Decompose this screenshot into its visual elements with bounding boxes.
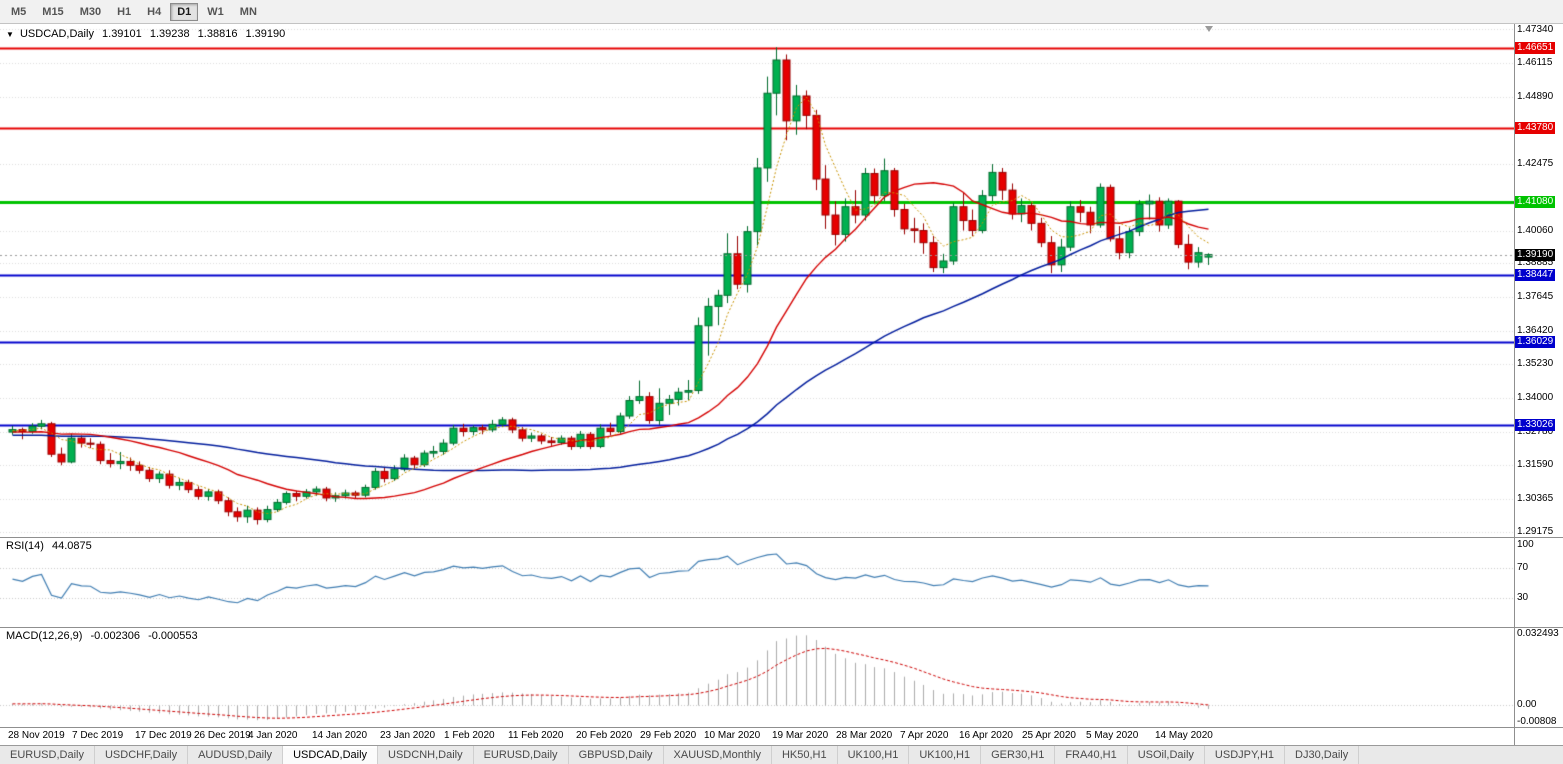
date-tick-label: 1 Feb 2020 [444,730,495,741]
chart-shift-marker [1204,26,1213,32]
rsi-value: 44.0875 [51,540,92,552]
chart-tab-ger30-h1[interactable]: GER30,H1 [981,746,1056,764]
timeframe-button-h1[interactable]: H1 [117,5,132,18]
chart-tab-dj30-daily[interactable]: DJ30,Daily [1285,746,1360,764]
rsi-label: RSI(14) [6,540,44,552]
rsi-tick-label: 30 [1517,592,1529,603]
ohlc-low: 1.38816 [197,28,238,40]
timeframe-toolbar: M5 M15 M30 H1 H4 D1 W1 MN [0,0,1563,24]
hline-price-label: 1.33026 [1515,419,1556,431]
date-tick-label: 29 Feb 2020 [640,730,697,741]
chart-tab-gbpusd-daily[interactable]: GBPUSD,Daily [568,746,664,764]
price-tick-label: 1.46115 [1517,57,1553,68]
date-tick-label: 25 Apr 2020 [1022,730,1076,741]
macd-tick-label: -0.00808 [1517,716,1557,727]
price-tick-label: 1.34000 [1517,392,1554,403]
panel-splitter-macd[interactable] [0,627,1563,628]
macd-header: MACD(12,26,9) -0.002306 -0.000553 [6,630,203,643]
price-tick-label: 1.37645 [1517,291,1554,302]
chart-tab-eurusd-daily[interactable]: EURUSD,Daily [473,746,569,764]
date-tick-label: 23 Jan 2020 [380,730,436,741]
hline-price-label: 1.46651 [1515,42,1556,54]
chart-symbol-period: USDCAD,Daily [19,28,94,40]
date-tick-label: 26 Dec 2019 [194,730,251,741]
price-tick-label: 1.38885 [1517,257,1554,268]
macd-canvas[interactable] [0,628,1514,727]
date-tick-label: 5 May 2020 [1086,730,1139,741]
chart-tab-uk100-h1[interactable]: UK100,H1 [837,746,910,764]
price-tick-label: 1.29175 [1517,526,1554,537]
chart-tab-usdcnh-daily[interactable]: USDCNH,Daily [378,746,474,764]
axis-corner [1514,728,1563,745]
price-tick-label: 1.36420 [1517,325,1554,336]
date-tick-label: 7 Apr 2020 [900,730,949,741]
chart-tab-audusd-daily[interactable]: AUDUSD,Daily [188,746,284,764]
timeframe-button-d1[interactable]: D1 [170,2,199,21]
rsi-axis[interactable]: 100 70 30 [1514,538,1563,627]
main-chart-canvas[interactable] [0,24,1514,537]
macd-tick-label: 0.032493 [1517,628,1559,639]
macd-axis[interactable]: 0.032493 0.00 -0.00808 [1514,628,1563,727]
rsi-header: RSI(14) 44.0875 [6,540,97,553]
date-axis[interactable]: 28 Nov 2019 7 Dec 2019 17 Dec 2019 26 Dec 2… [0,728,1514,745]
main-price-axis[interactable]: 1.47340 1.46115 1.44890 1.42475 1.40060 1.388… [1514,24,1563,537]
price-tick-label: 1.44890 [1517,91,1554,102]
macd-label: MACD(12,26,9) [6,630,83,642]
date-tick-label: 4 Jan 2020 [248,730,298,741]
date-tick-label: 19 Mar 2020 [772,730,829,741]
date-tick-label: 28 Nov 2019 [8,730,65,741]
date-axis-border [0,727,1563,728]
chart-tab-usdjpy-h1[interactable]: USDJPY,H1 [1204,746,1286,764]
price-tick-label: 1.30365 [1517,493,1554,504]
date-tick-label: 20 Feb 2020 [576,730,633,741]
rsi-tick-label: 100 [1517,539,1534,550]
current-price-label: 1.39190 [1515,249,1556,261]
timeframe-button-w1[interactable]: W1 [207,5,224,18]
chart-tabs-bar: EURUSD,Daily USDCHF,Daily AUDUSD,Daily USDC… [0,745,1563,764]
timeframe-button-m5[interactable]: M5 [11,5,27,18]
chart-tab-fra40-h1[interactable]: FRA40,H1 [1055,746,1128,764]
hline-price-label: 1.41080 [1515,196,1556,208]
chart-tab-hk50-h1[interactable]: HK50,H1 [771,746,838,764]
ohlc-high: 1.39238 [149,28,190,40]
price-tick-label: 1.40060 [1517,225,1554,236]
chart-title: ▼ USDCAD,Daily 1.39101 1.39238 1.38816 1… [6,28,290,41]
price-tick-label: 1.47340 [1517,24,1554,35]
hline-price-label: 1.38447 [1515,269,1556,281]
panel-splitter-rsi[interactable] [0,537,1563,538]
macd-main-value: -0.002306 [90,630,141,642]
date-tick-label: 16 Apr 2020 [959,730,1013,741]
price-tick-label: 1.31590 [1517,459,1554,470]
timeframe-button-h4[interactable]: H4 [147,5,162,18]
price-tick-label: 1.32780 [1517,426,1554,437]
date-tick-label: 7 Dec 2019 [72,730,124,741]
date-tick-label: 28 Mar 2020 [836,730,893,741]
macd-signal-value: -0.000553 [148,630,198,642]
price-tick-label: 1.42475 [1517,158,1554,169]
ohlc-open: 1.39101 [102,28,142,40]
chart-tab-xauusd-monthly[interactable]: XAUUSD,Monthly [663,746,772,764]
date-tick-label: 17 Dec 2019 [135,730,192,741]
hline-price-label: 1.36029 [1515,336,1556,348]
chart-tab-eurusd-daily[interactable]: EURUSD,Daily [0,746,95,764]
chart-tab-usdcad-daily[interactable]: USDCAD,Daily [283,746,379,764]
timeframe-button-m15[interactable]: M15 [42,5,64,18]
macd-tick-label: 0.00 [1517,699,1537,710]
date-tick-label: 14 Jan 2020 [312,730,368,741]
price-tick-label: 1.35230 [1517,358,1554,369]
chart-tab-uk100-h1[interactable]: UK100,H1 [909,746,982,764]
hline-price-label: 1.43780 [1515,122,1556,134]
timeframe-button-mn[interactable]: MN [239,5,257,18]
collapse-arrow-icon[interactable]: ▼ [6,30,14,39]
chart-tab-usoil-daily[interactable]: USOil,Daily [1127,746,1205,764]
rsi-tick-label: 70 [1517,562,1529,573]
date-tick-label: 11 Feb 2020 [508,730,564,741]
chart-tab-usdchf-daily[interactable]: USDCHF,Daily [94,746,189,764]
date-tick-label: 14 May 2020 [1155,730,1213,741]
date-tick-label: 10 Mar 2020 [704,730,761,741]
ohlc-close: 1.39190 [245,28,286,40]
rsi-canvas[interactable] [0,538,1514,627]
timeframe-button-m30[interactable]: M30 [79,5,102,18]
